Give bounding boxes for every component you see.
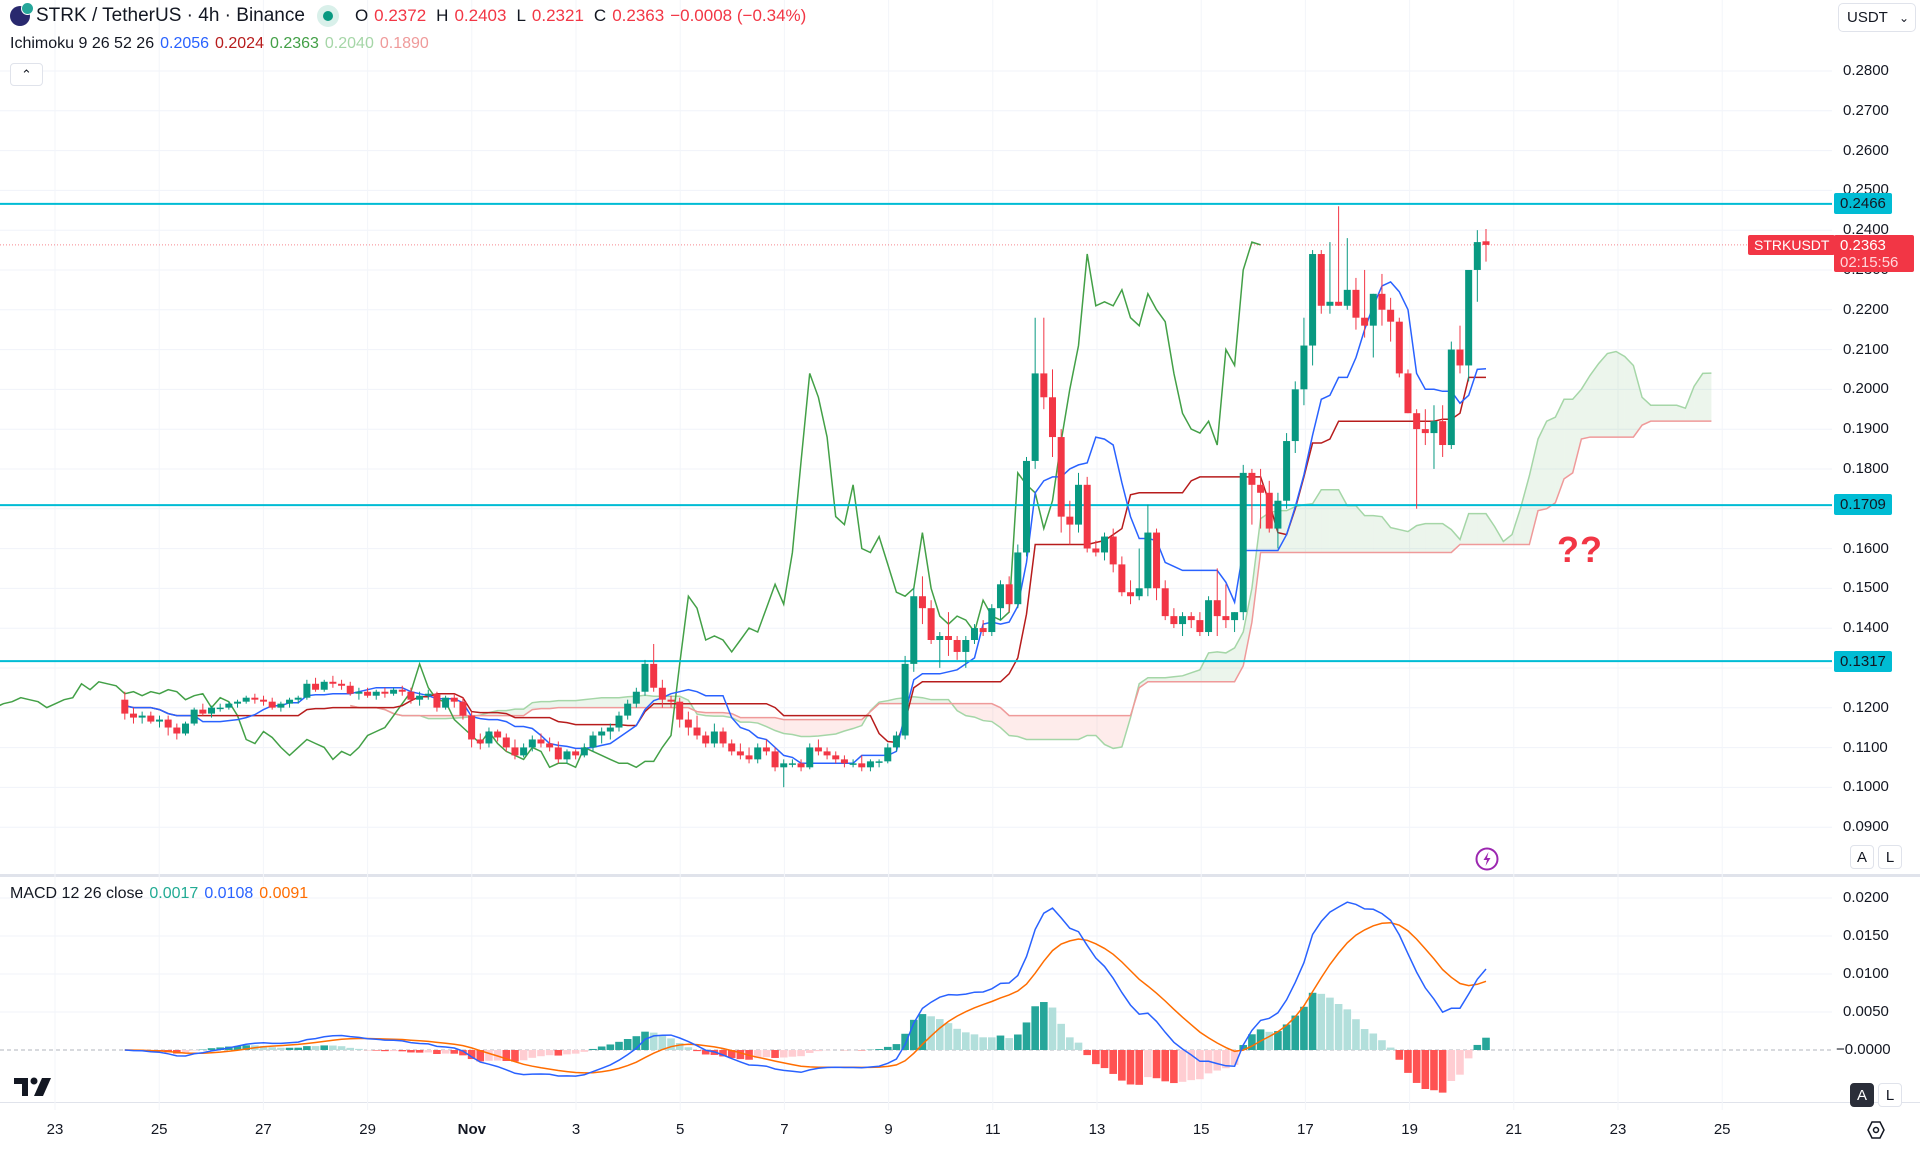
bar-countdown: 02:15:56 (1840, 254, 1899, 271)
base-line-value: 0.2024 (215, 35, 264, 52)
time-tick: 27 (255, 1121, 272, 1138)
level-tag-0.1709: 0.1709 (1834, 494, 1892, 515)
macd-log-scale-button[interactable]: L (1878, 1083, 1902, 1107)
macd-tick: 0.0050 (1843, 1003, 1889, 1020)
symbol-title[interactable]: STRK / TetherUS · 4h · Binance (36, 5, 305, 26)
macd-tick: 0.0200 (1843, 889, 1889, 906)
question-annotation[interactable]: ?? (1557, 529, 1603, 570)
currency-label: USDT (1847, 9, 1888, 26)
macd-tick: 0.0100 (1843, 965, 1889, 982)
time-tick: 13 (1088, 1121, 1106, 1138)
time-tick: 9 (884, 1121, 893, 1138)
price-tick: 0.1600 (1843, 539, 1889, 557)
price-tick: 0.2700 (1843, 101, 1889, 119)
collapse-legend-button[interactable]: ⌃ (10, 63, 43, 86)
time-tick: 25 (150, 1121, 168, 1138)
ichimoku-label: Ichimoku 9 26 52 26 (10, 35, 155, 52)
settings-gear-icon[interactable] (1866, 1120, 1886, 1140)
time-tick: 5 (676, 1121, 685, 1138)
macd-line-value: 0.0108 (204, 885, 254, 902)
time-tick: 25 (1713, 1121, 1731, 1138)
price-tick: 0.2000 (1843, 380, 1889, 398)
high-key: H (436, 6, 449, 25)
log-scale-button[interactable]: L (1878, 845, 1902, 869)
price-tick: 0.2200 (1843, 300, 1889, 318)
symbol-price-tag: STRKUSDT (1748, 235, 1836, 255)
level-tag-0.2466: 0.2466 (1834, 193, 1892, 214)
time-tick: 17 (1297, 1121, 1314, 1138)
price-tick: 0.1200 (1843, 698, 1889, 716)
ichimoku-legend[interactable]: Ichimoku 9 26 52 26 0.2056 0.2024 0.2363… (10, 35, 429, 53)
time-tick: 21 (1505, 1121, 1523, 1138)
open-key: O (354, 6, 369, 25)
price-tick: 0.1500 (1843, 579, 1889, 597)
last-price-tag: 0.2363 02:15:56 (1834, 235, 1914, 272)
change-value: −0.0008 (−0.34%) (670, 6, 807, 25)
low-key: L (516, 6, 526, 25)
price-tick: 0.2800 (1843, 62, 1889, 79)
lightning-alert-icon[interactable] (1475, 847, 1499, 871)
price-tick: 0.1000 (1843, 778, 1889, 796)
time-tick: 7 (780, 1121, 789, 1138)
chevron-up-icon: ⌃ (21, 66, 32, 82)
tradingview-logo-icon[interactable] (14, 1076, 52, 1098)
macd-legend[interactable]: MACD 12 26 close 0.0017 0.0108 0.0091 (10, 885, 308, 903)
high-value: 0.2403 (454, 6, 507, 25)
symbol-legend: STRK / TetherUS · 4h · Binance O 0.2372 H… (10, 2, 807, 27)
macd-auto-scale-button[interactable]: A (1850, 1083, 1874, 1107)
time-tick: 19 (1401, 1121, 1418, 1138)
price-tick: 0.1100 (1843, 738, 1888, 756)
time-tick: 23 (1609, 1121, 1627, 1138)
chevron-down-icon: ⌄ (1898, 10, 1909, 25)
close-value: 0.2363 (612, 6, 665, 25)
last-price-value: 0.2363 (1840, 237, 1886, 254)
price-tick: 0.1900 (1843, 420, 1889, 438)
price-tick: 0.2600 (1843, 141, 1889, 159)
time-tick: 15 (1192, 1121, 1210, 1138)
close-key: C (593, 6, 607, 25)
currency-selector[interactable]: USDT ⌄ (1838, 3, 1916, 32)
level-tag-0.1317: 0.1317 (1834, 651, 1892, 672)
open-value: 0.2372 (374, 6, 427, 25)
macd-label: MACD 12 26 close (10, 885, 144, 902)
price-tick: 0.1800 (1843, 460, 1889, 477)
leading-span-a-value: 0.2040 (324, 35, 374, 52)
conversion-line-value: 0.2056 (160, 35, 210, 52)
macd-signal-value: 0.0091 (259, 885, 309, 902)
macd-tick: 0.0150 (1843, 927, 1889, 944)
time-tick: 29 (359, 1121, 376, 1138)
price-tick: 0.1400 (1843, 619, 1889, 637)
time-tick: 3 (571, 1121, 581, 1138)
strk-logo-icon (10, 2, 34, 26)
market-open-icon (316, 5, 339, 27)
time-tick: 23 (46, 1121, 64, 1138)
macd-histogram-value: 0.0017 (149, 885, 199, 902)
leading-span-b-value: 0.1890 (379, 35, 429, 52)
time-tick: 11 (985, 1121, 1001, 1138)
price-tick: 0.0900 (1843, 818, 1889, 836)
time-tick: Nov (457, 1121, 486, 1138)
price-tick: 0.2100 (1843, 340, 1889, 358)
price-tick: 0.2400 (1843, 221, 1889, 239)
low-value: 0.2321 (531, 6, 584, 25)
lagging-span-value: 0.2363 (269, 35, 319, 52)
macd-tick: −0.0000 (1836, 1041, 1891, 1058)
auto-scale-button[interactable]: A (1850, 845, 1874, 869)
